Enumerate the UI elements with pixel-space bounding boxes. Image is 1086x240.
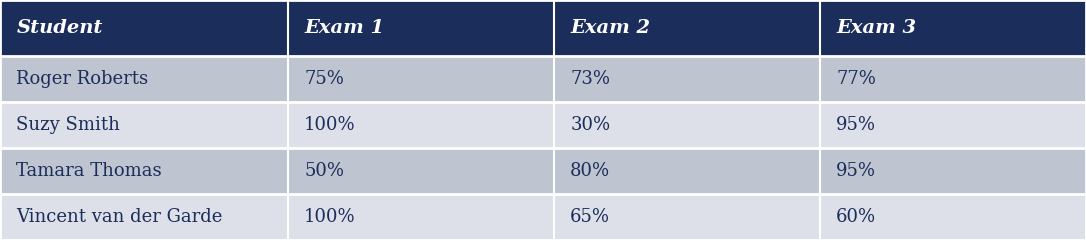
Bar [820, 148, 1086, 194]
Bar [288, 102, 554, 148]
Text: 30%: 30% [570, 116, 610, 134]
Bar [820, 194, 1086, 240]
Bar [288, 194, 554, 240]
Text: Exam 3: Exam 3 [836, 19, 917, 37]
Bar [554, 0, 820, 56]
Bar [820, 0, 1086, 56]
Bar [554, 102, 820, 148]
Text: 73%: 73% [570, 70, 610, 88]
Bar [0, 148, 288, 194]
Text: 100%: 100% [304, 116, 356, 134]
Bar [0, 102, 288, 148]
Bar [0, 56, 288, 102]
Text: Tamara Thomas: Tamara Thomas [16, 162, 162, 180]
Bar [554, 194, 820, 240]
Text: 60%: 60% [836, 208, 876, 226]
Text: 80%: 80% [570, 162, 610, 180]
Text: 65%: 65% [570, 208, 610, 226]
Bar [288, 148, 554, 194]
Bar [554, 56, 820, 102]
Text: Exam 2: Exam 2 [570, 19, 651, 37]
Bar [0, 0, 288, 56]
Bar [288, 56, 554, 102]
Bar [0, 194, 288, 240]
Text: Roger Roberts: Roger Roberts [16, 70, 149, 88]
Text: 95%: 95% [836, 116, 876, 134]
Text: Suzy Smith: Suzy Smith [16, 116, 121, 134]
Text: 95%: 95% [836, 162, 876, 180]
Bar [288, 0, 554, 56]
Text: Student: Student [16, 19, 103, 37]
Text: 77%: 77% [836, 70, 876, 88]
Text: 50%: 50% [304, 162, 344, 180]
Text: Vincent van der Garde: Vincent van der Garde [16, 208, 223, 226]
Text: 75%: 75% [304, 70, 344, 88]
Bar [820, 102, 1086, 148]
Bar [820, 56, 1086, 102]
Text: Exam 1: Exam 1 [304, 19, 384, 37]
Text: 100%: 100% [304, 208, 356, 226]
Bar [554, 148, 820, 194]
